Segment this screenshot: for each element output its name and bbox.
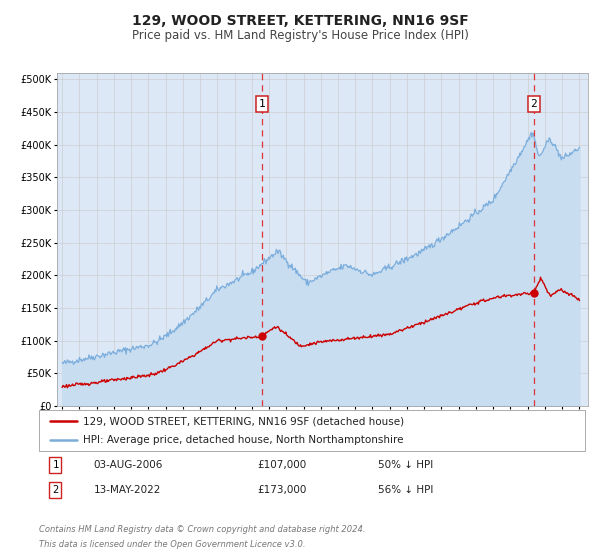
Text: This data is licensed under the Open Government Licence v3.0.: This data is licensed under the Open Gov…	[39, 540, 305, 549]
Text: 56% ↓ HPI: 56% ↓ HPI	[377, 485, 433, 495]
Text: 2: 2	[52, 485, 59, 495]
Text: HPI: Average price, detached house, North Northamptonshire: HPI: Average price, detached house, Nort…	[83, 435, 403, 445]
Text: 1: 1	[52, 460, 59, 470]
Text: 50% ↓ HPI: 50% ↓ HPI	[377, 460, 433, 470]
Text: 1: 1	[259, 99, 265, 109]
Text: 129, WOOD STREET, KETTERING, NN16 9SF: 129, WOOD STREET, KETTERING, NN16 9SF	[131, 14, 469, 28]
Text: 13-MAY-2022: 13-MAY-2022	[94, 485, 161, 495]
Text: 03-AUG-2006: 03-AUG-2006	[94, 460, 163, 470]
Text: £107,000: £107,000	[257, 460, 307, 470]
Text: Price paid vs. HM Land Registry's House Price Index (HPI): Price paid vs. HM Land Registry's House …	[131, 29, 469, 42]
Text: Contains HM Land Registry data © Crown copyright and database right 2024.: Contains HM Land Registry data © Crown c…	[39, 525, 365, 534]
Text: 129, WOOD STREET, KETTERING, NN16 9SF (detached house): 129, WOOD STREET, KETTERING, NN16 9SF (d…	[83, 417, 404, 426]
Text: £173,000: £173,000	[257, 485, 307, 495]
FancyBboxPatch shape	[39, 410, 585, 451]
Text: 2: 2	[530, 99, 537, 109]
